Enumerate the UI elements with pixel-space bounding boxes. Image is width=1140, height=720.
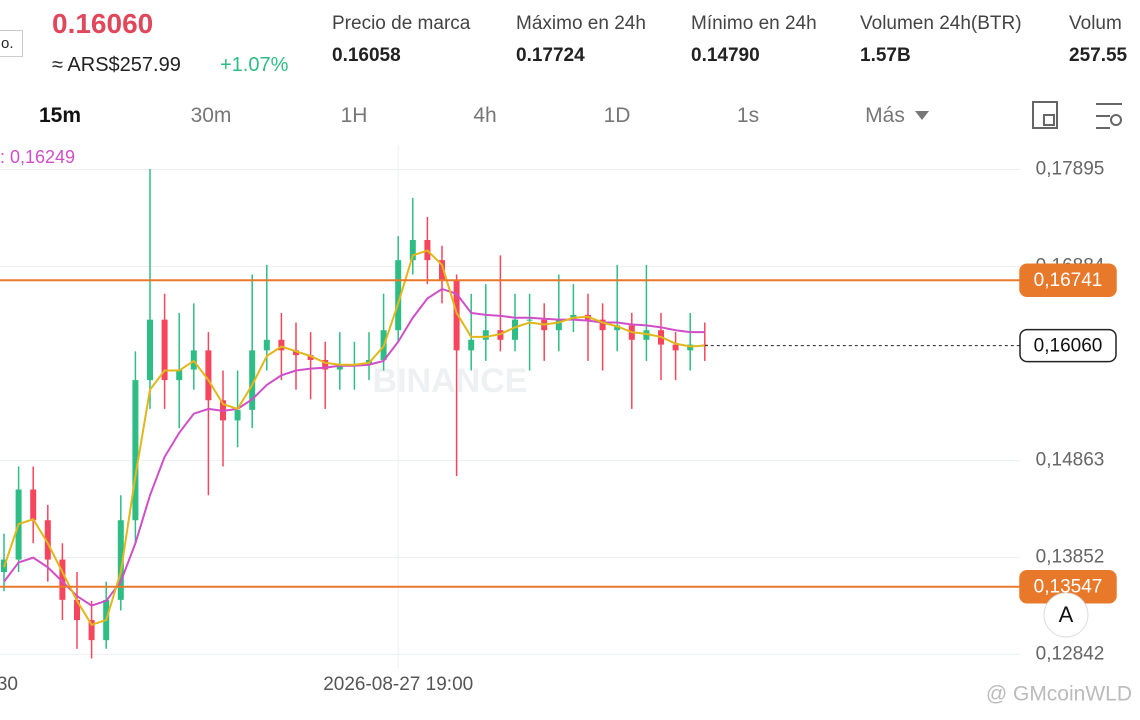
change: +1.07% [220,54,289,76]
timeframe-tab[interactable]: 30m [190,104,232,127]
candle-body [336,364,343,370]
stat-value: 0.16058 [332,45,401,66]
candle-body [30,489,37,521]
candle-body [482,330,489,340]
y-tick-label: 0,12842 [1036,643,1105,664]
stat-value: 0.17724 [516,45,585,66]
candle-body [234,409,241,421]
candle-body [263,339,270,351]
price-tag [1019,263,1117,297]
x-tick-label: 30 [0,674,18,695]
candle-body [307,355,314,360]
candle-body [176,369,183,381]
scale-button[interactable] [1043,592,1089,638]
candle-body [74,599,80,621]
stat-label: Volum [1069,13,1122,34]
stat-value: 0.14790 [691,45,760,66]
price-tag-label: 0,13547 [1034,577,1103,598]
stat-label: Mínimo en 24h [691,13,817,34]
timeframe-tab[interactable]: 1D [603,104,631,127]
candle-body [439,260,445,281]
candle-body [59,559,66,600]
stat-label: Precio de marca [332,13,471,34]
candle-body [453,280,460,351]
timeframe-tab[interactable]: 4h [473,104,497,127]
candle-body [293,350,299,356]
candle-body [117,520,124,600]
stat-label: Máximo en 24h [516,13,646,34]
watermark: BINANCE [373,362,528,400]
candle-body [88,620,95,641]
candle-body [205,350,212,401]
candle-body [44,520,51,560]
timeframe-tab[interactable]: 15m [38,104,82,127]
y-tick-label: 0,13852 [1036,546,1105,567]
timeframe-tab[interactable]: Más [865,104,905,127]
stat-value: 1.57B [860,45,911,66]
price: 0.16060 [52,8,154,39]
dropdown-arrow [915,111,929,120]
icon [1032,101,1058,129]
icon [1043,114,1055,126]
y-tick-label: 0,14863 [1036,449,1105,470]
candle-body [278,339,285,351]
candle-body [132,380,139,521]
timeframe-tab[interactable]: 1s [736,104,760,127]
y-tick-label: 0,17895 [1036,158,1105,179]
candle-body [395,260,402,331]
stat-label: Volumen 24h(BTR) [860,13,1022,34]
candle-body [409,240,416,261]
price-tag-label: 0,16060 [1034,336,1103,357]
candle-body [526,319,533,321]
fiat-price: ≈ ARS$257.99 [52,54,181,76]
candle-body [512,319,518,340]
moving-average [3,287,705,607]
timeframe-tab[interactable]: 1H [340,104,368,127]
price-tag [1019,328,1117,363]
scale-button-label: A [1059,602,1074,627]
price-tag-label: 0,16741 [1034,270,1103,291]
candle-body [614,325,621,331]
candle-body [599,319,606,331]
cut-label: o. [0,30,23,57]
x-tick-label: 2026-08-27 19:00 [323,674,473,695]
candle-body [672,344,679,351]
candle-body [161,319,168,381]
watermark: @ GMcoinWLD [986,683,1132,706]
candle-body [147,319,153,381]
candle-body [468,339,475,351]
candle-body [322,359,329,370]
candle-body [249,350,256,410]
icon [1110,114,1122,126]
moving-average [3,249,705,627]
candle-body [555,319,562,331]
stat-value: 257.55 [1069,45,1128,66]
ma-label: : 0,16249 [0,147,75,167]
icon [1096,103,1122,129]
